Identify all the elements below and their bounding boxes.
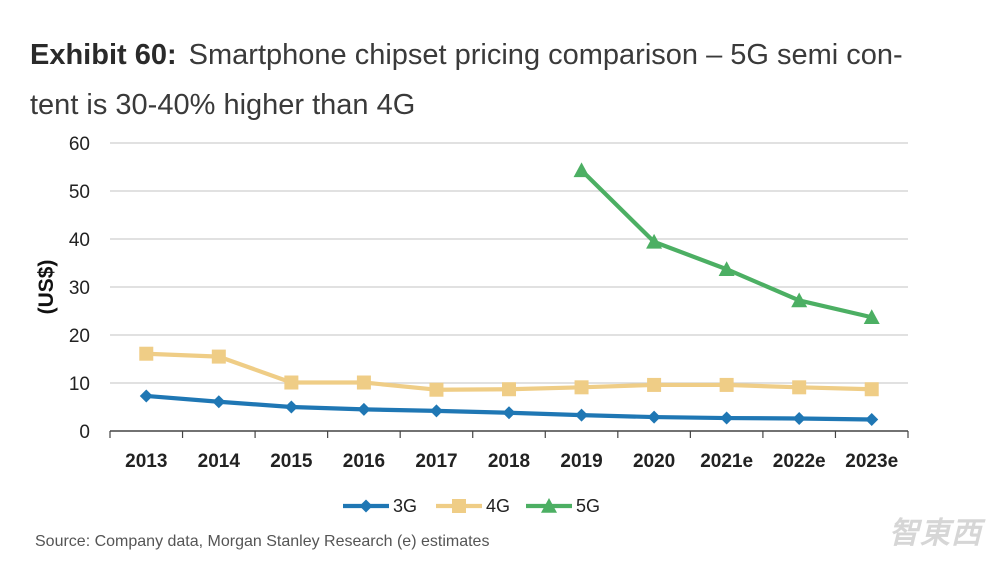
- legend-marker-4g: [452, 499, 466, 513]
- series-3g: [139, 389, 879, 426]
- data-point-5g: [718, 261, 735, 277]
- data-point-4g: [429, 382, 444, 397]
- data-point-4g: [139, 346, 154, 361]
- data-point-3g: [357, 402, 371, 416]
- x-tick-label: 2023e: [845, 451, 898, 472]
- data-point-3g: [720, 411, 734, 425]
- legend-item-3g: 3G: [343, 496, 417, 516]
- data-point-3g: [139, 389, 153, 403]
- title-text: Smartphone chipset pricing comparison – …: [30, 39, 903, 121]
- data-point-3g: [575, 408, 589, 422]
- source-note: Source: Company data, Morgan Stanley Res…: [35, 533, 490, 550]
- legend-item-4g: 4G: [436, 496, 510, 516]
- y-tick-label: 60: [69, 134, 90, 155]
- x-tick-label: 2022e: [773, 451, 826, 472]
- data-point-3g: [284, 400, 298, 414]
- data-point-3g: [647, 410, 661, 424]
- x-tick-label: 2019: [560, 451, 602, 472]
- data-point-4g: [792, 380, 807, 395]
- series-4g: [139, 346, 879, 397]
- exhibit-label: Exhibit 60:: [30, 39, 177, 71]
- data-point-5g: [646, 233, 663, 249]
- x-tick-label: 2016: [343, 451, 385, 472]
- data-point-4g: [574, 380, 589, 395]
- y-tick-label: 20: [69, 326, 90, 347]
- data-point-3g: [792, 412, 806, 426]
- chart-title: Exhibit 60: Smartphone chipset pricing co…: [30, 30, 930, 130]
- y-tick-label: 0: [79, 422, 90, 443]
- data-point-4g: [284, 375, 299, 390]
- legend-marker-3g: [359, 499, 373, 513]
- y-tick-label: 10: [69, 374, 90, 395]
- series-5g: [573, 162, 880, 325]
- x-tick-label: 2018: [488, 451, 530, 472]
- legend: 3G 4G 5G: [343, 496, 600, 516]
- data-point-4g: [864, 382, 879, 397]
- legend-label-4g: 4G: [486, 496, 510, 516]
- legend-item-5g: 5G: [526, 496, 600, 516]
- axes: 0 10 20 30 40 50 60 2013 2014 2015 2016 2017 2018 201…: [35, 134, 909, 472]
- data-point-5g: [791, 292, 808, 308]
- x-tick-label: 2014: [198, 451, 241, 472]
- data-point-5g: [863, 309, 880, 325]
- watermark-logo: 智東西: [889, 516, 982, 551]
- x-tick-label: 2021e: [700, 451, 753, 472]
- x-tick-label: 2015: [270, 451, 313, 472]
- data-point-4g: [719, 377, 734, 392]
- x-tick-label: 2017: [415, 451, 457, 472]
- legend-label-5g: 5G: [576, 496, 600, 516]
- x-tick-label: 2013: [125, 451, 167, 472]
- data-point-5g: [573, 162, 590, 178]
- data-point-3g: [502, 406, 516, 420]
- data-point-3g: [865, 412, 879, 426]
- y-axis-label: (US$): [35, 260, 58, 315]
- grid-lines: [110, 142, 908, 384]
- y-tick-label: 50: [69, 182, 90, 203]
- data-point-4g: [647, 377, 662, 392]
- data-point-4g: [356, 375, 371, 390]
- data-point-3g: [429, 404, 443, 418]
- series-line-5g: [579, 168, 874, 320]
- data-point-4g: [502, 382, 516, 397]
- y-tick-label: 40: [69, 230, 90, 251]
- legend-label-3g: 3G: [393, 496, 417, 516]
- data-point-3g: [212, 395, 226, 409]
- y-tick-label: 30: [69, 278, 90, 299]
- legend-marker-5g: [541, 498, 557, 513]
- x-tick-label: 2020: [633, 451, 675, 472]
- data-point-4g: [211, 349, 226, 364]
- series: [139, 162, 880, 426]
